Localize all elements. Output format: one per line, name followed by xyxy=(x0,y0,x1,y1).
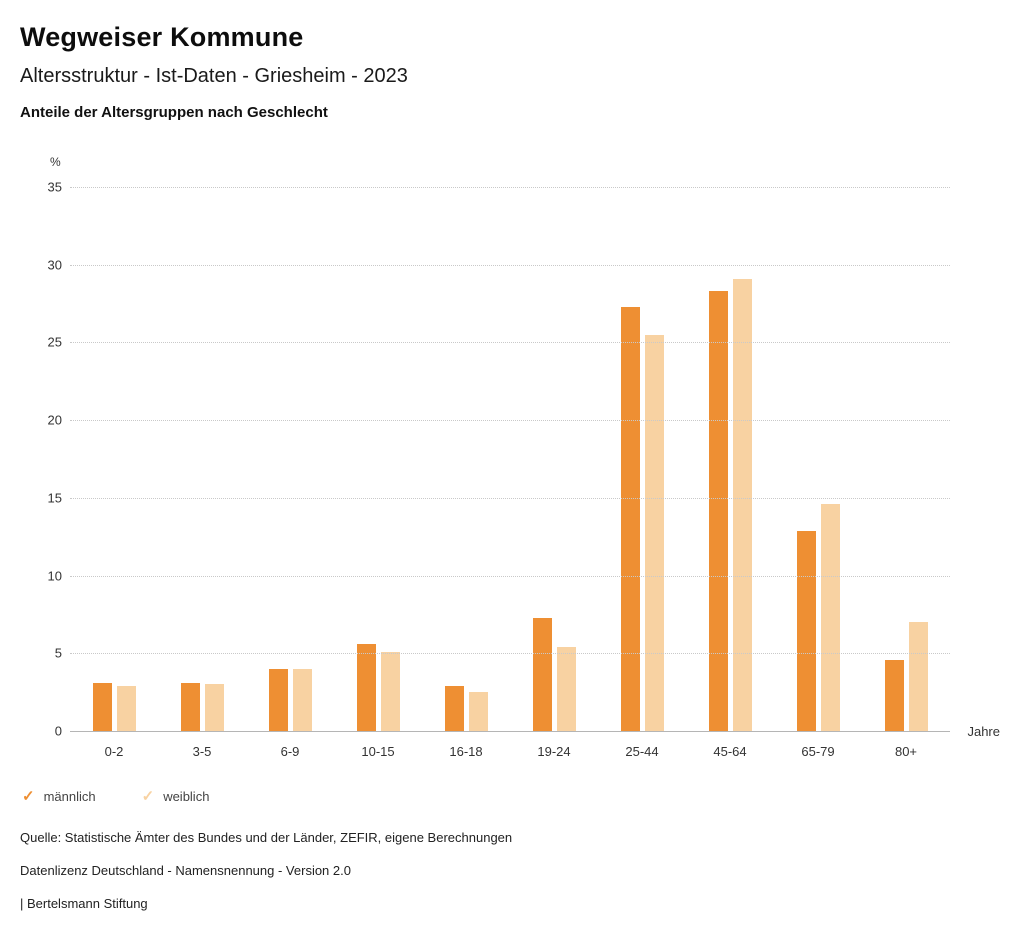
x-tick-label: 10-15 xyxy=(361,744,395,759)
x-tick-label: 25-44 xyxy=(625,744,659,759)
bar-männlich[interactable] xyxy=(92,682,112,731)
x-tick-label: 45-64 xyxy=(713,744,747,759)
x-labels: 0-2 3-5 6-9 10-15 16-18 19-24 25-44 45-64 65-79 8… xyxy=(70,732,950,759)
y-tick-label: 5 xyxy=(54,645,62,661)
bar-männlich[interactable] xyxy=(884,659,904,731)
bar-group xyxy=(70,187,158,731)
x-tick-label: 0-2 xyxy=(104,744,124,759)
bar-group xyxy=(862,187,950,731)
legend-item-männlich[interactable]: ✓ männlich xyxy=(22,789,96,804)
bar-weiblich[interactable] xyxy=(908,622,928,731)
bar-männlich[interactable] xyxy=(356,643,376,731)
bar-männlich[interactable] xyxy=(532,617,552,731)
gridline xyxy=(70,653,950,655)
chart: % Jahre 0 5 10 15 20 25 30 35 0-2 3-5 6-9 10-15 16-… xyxy=(20,155,1004,759)
plot-area: Jahre 0 5 10 15 20 25 30 35 xyxy=(48,180,1000,740)
x-tick-label: 6-9 xyxy=(280,744,300,759)
bar-group xyxy=(334,187,422,731)
gridline xyxy=(70,342,950,344)
bar-männlich[interactable] xyxy=(708,291,728,731)
x-tick-label: 3-5 xyxy=(192,744,212,759)
legend: ✓ männlich ✓ weiblich xyxy=(22,789,1004,804)
x-axis-unit-label: Jahre xyxy=(967,724,1000,739)
bar-weiblich[interactable] xyxy=(204,684,224,731)
bar-group xyxy=(774,187,862,731)
chart-title: Anteile der Altersgruppen nach Geschlech… xyxy=(20,104,328,121)
x-tick-label: 19-24 xyxy=(537,744,571,759)
bar-weiblich[interactable] xyxy=(820,504,840,731)
bar-männlich[interactable] xyxy=(180,682,200,731)
y-axis-unit-label: % xyxy=(50,155,61,169)
y-tick-label: 20 xyxy=(47,412,62,428)
bar-weiblich[interactable] xyxy=(380,651,400,731)
bar-weiblich[interactable] xyxy=(468,692,488,731)
y-tick-label: 10 xyxy=(47,568,62,584)
gridline xyxy=(70,497,950,499)
legend-label: männlich xyxy=(43,789,96,804)
gridline xyxy=(70,420,950,422)
bar-weiblich[interactable] xyxy=(292,668,312,731)
y-tick-label: 0 xyxy=(54,723,62,739)
bar-weiblich[interactable] xyxy=(732,278,752,731)
footer-attribution: | Bertelsmann Stiftung xyxy=(20,896,148,911)
bar-groups xyxy=(70,187,950,731)
x-tick-label: 16-18 xyxy=(449,744,483,759)
bar-männlich[interactable] xyxy=(268,668,288,731)
y-tick-label: 35 xyxy=(47,179,62,195)
x-tick-label: 80+ xyxy=(894,744,918,759)
y-tick-label: 25 xyxy=(47,334,62,350)
bar-group xyxy=(246,187,334,731)
page-title: Wegweiser Kommune xyxy=(20,22,304,52)
check-icon: ✓ xyxy=(141,788,155,805)
footer-source: Quelle: Statistische Ämter des Bundes un… xyxy=(20,830,513,845)
gridline xyxy=(70,575,950,577)
x-tick-label: 65-79 xyxy=(801,744,835,759)
footer-license: Datenlizenz Deutschland - Namensnennung … xyxy=(20,863,351,878)
bar-group xyxy=(598,187,686,731)
check-icon: ✓ xyxy=(22,788,35,805)
y-tick-label: 15 xyxy=(47,490,62,506)
bar-weiblich[interactable] xyxy=(556,647,576,731)
bar-männlich[interactable] xyxy=(796,530,816,731)
legend-label: weiblich xyxy=(163,789,210,804)
legend-item-weiblich[interactable]: ✓ weiblich xyxy=(142,789,210,804)
page-subtitle: Altersstruktur - Ist-Daten - Griesheim -… xyxy=(20,65,408,87)
footer: Quelle: Statistische Ämter des Bundes un… xyxy=(20,830,1004,911)
bar-weiblich[interactable] xyxy=(116,685,136,731)
y-tick-label: 30 xyxy=(47,257,62,273)
gridline xyxy=(70,187,950,188)
bar-group xyxy=(422,187,510,731)
bar-group xyxy=(158,187,246,731)
bar-männlich[interactable] xyxy=(444,685,464,731)
bar-group xyxy=(510,187,598,731)
gridline xyxy=(70,264,950,266)
bar-group xyxy=(686,187,774,731)
bar-männlich[interactable] xyxy=(620,306,640,731)
bar-weiblich[interactable] xyxy=(644,334,664,731)
